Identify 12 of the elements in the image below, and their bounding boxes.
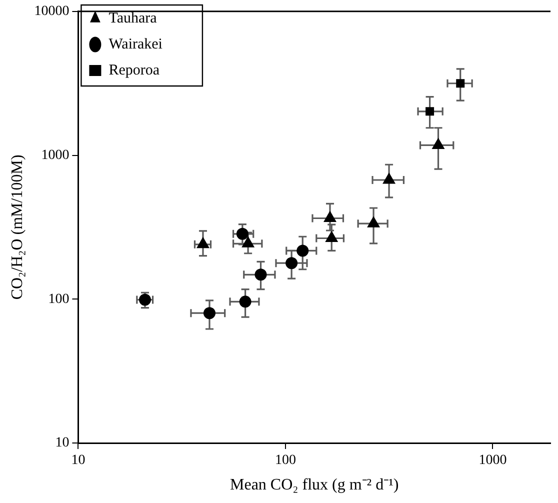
y-tick-label: 1000 — [41, 148, 70, 163]
y-tick-label: 100 — [48, 292, 70, 307]
legend-label: Tauhara — [108, 10, 158, 26]
legend-label: Reporoa — [108, 62, 160, 78]
x-tick-label: 10 — [71, 453, 86, 468]
x-tick-label: 100 — [274, 453, 296, 468]
y-tick-label: 10000 — [34, 4, 70, 20]
x-axis-title: Mean CO₂ flux (g m⁻² d⁻¹) — [230, 476, 399, 494]
y-axis-title: CO₂/H₂O (mM/100M) — [8, 154, 26, 300]
x-tick-label: 1000 — [478, 453, 507, 468]
y-tick-label: 10 — [55, 436, 70, 451]
legend-label: Wairakei — [108, 36, 162, 52]
